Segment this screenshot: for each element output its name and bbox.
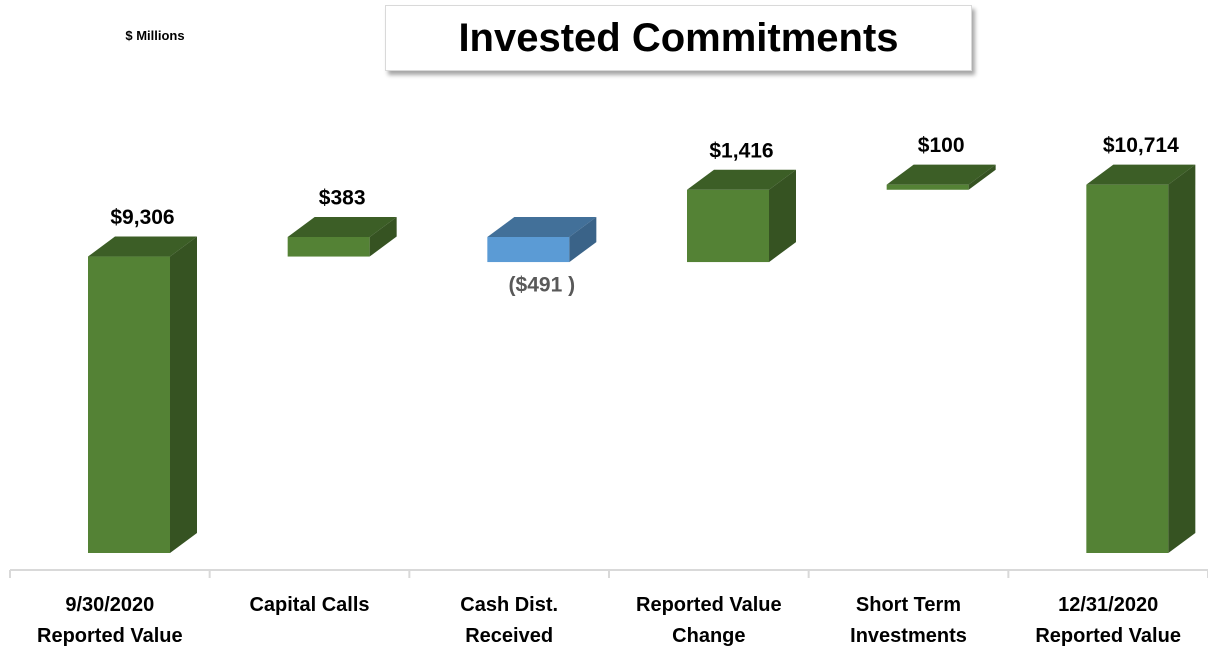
unit-label: $ Millions xyxy=(125,28,185,43)
bar-top xyxy=(886,164,996,185)
x-tick-label: Short Term Investments xyxy=(850,594,967,647)
bar-side xyxy=(170,236,197,553)
bar-side xyxy=(968,164,996,190)
bar-side xyxy=(1168,164,1196,553)
bar-side xyxy=(569,216,597,263)
bar-front xyxy=(88,256,170,553)
bar-front xyxy=(1086,184,1169,553)
bar-top xyxy=(487,216,597,237)
bar-side xyxy=(369,216,397,257)
bar-top xyxy=(687,169,796,190)
bar xyxy=(687,169,796,263)
x-tick-label: 12/31/2020 Reported Value xyxy=(1035,594,1181,647)
bar xyxy=(287,216,397,257)
bar-front xyxy=(886,184,969,190)
bar-side xyxy=(769,169,796,263)
bar-front xyxy=(687,189,769,263)
x-tick-label: Capital Calls xyxy=(249,594,370,616)
value-label: $1,416 xyxy=(709,139,773,162)
bar-top xyxy=(287,216,397,237)
bar xyxy=(886,164,996,190)
bar-top xyxy=(88,236,197,257)
value-label: $383 xyxy=(319,187,366,210)
bar-front xyxy=(287,236,370,257)
value-label: $9,306 xyxy=(110,206,174,229)
x-tick-label: Cash Dist. Received xyxy=(460,594,559,647)
bar xyxy=(1086,164,1196,553)
value-label: ($491 ) xyxy=(509,274,576,297)
bar-top xyxy=(1086,164,1196,185)
chart-title: Invested Commitments xyxy=(385,5,972,71)
x-tick-label: Reported Value Change xyxy=(636,594,782,647)
x-tick-label: 9/30/2020 Reported Value xyxy=(37,594,183,647)
bar xyxy=(88,236,197,553)
bar xyxy=(487,216,597,263)
value-label: $100 xyxy=(918,134,965,157)
value-label: $10,714 xyxy=(1103,134,1179,157)
bar-front xyxy=(487,236,570,263)
